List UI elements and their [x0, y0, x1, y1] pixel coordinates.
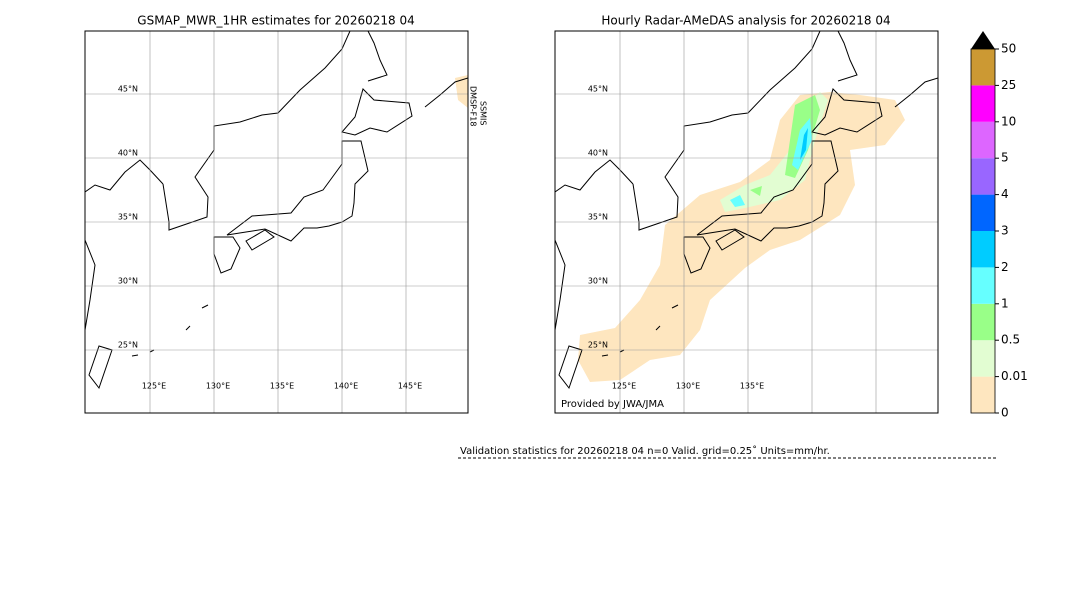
colorbar-label: 10 — [1001, 114, 1016, 128]
lon-label: 125°E — [142, 382, 166, 391]
lat-label: 45°N — [118, 85, 138, 94]
right-map-frame — [554, 30, 939, 414]
lat-label: 25°N — [588, 341, 608, 350]
left-map — [85, 31, 468, 413]
colorbar-label: 0.01 — [1001, 369, 1028, 383]
validation-text: Validation statistics for 20260218 04 n=… — [460, 445, 830, 457]
colorbar-label: 0.5 — [1001, 333, 1020, 347]
colorbar-segment — [971, 303, 995, 341]
lat-label: 40°N — [118, 149, 138, 158]
colorbar-segment — [971, 121, 995, 159]
colorbar: 0 0.01 0.5 1 2 3 4 5 10 25 50 — [970, 31, 1028, 420]
lat-label: 30°N — [588, 277, 608, 286]
sensor-name: SSMIS — [479, 101, 488, 126]
lat-label: 45°N — [588, 85, 608, 94]
left-map-frame — [84, 30, 469, 414]
lat-label: 35°N — [118, 213, 138, 222]
right-map — [555, 31, 938, 413]
lat-label: 35°N — [588, 213, 608, 222]
colorbar-segment — [971, 267, 995, 304]
credit: Provided by JWA/JMA — [561, 399, 664, 410]
colorbar-label: 3 — [1001, 224, 1009, 238]
colorbar-label: 2 — [1001, 260, 1009, 274]
lon-label: 140°E — [334, 382, 358, 391]
colorbar-label: 4 — [1001, 187, 1009, 201]
colorbar-segment — [971, 340, 995, 377]
lon-label: 135°E — [270, 382, 294, 391]
lon-label: 125°E — [612, 382, 636, 391]
colorbar-extension — [971, 31, 995, 49]
lon-label: 135°E — [740, 382, 764, 391]
colorbar-segment — [971, 85, 995, 122]
colorbar-label: 25 — [1001, 78, 1016, 92]
colorbar-segment — [971, 194, 995, 231]
right-map-title: Hourly Radar-AMeDAS analysis for 2026021… — [601, 14, 890, 28]
left-map-title: GSMAP_MWR_1HR estimates for 20260218 04 — [137, 14, 414, 28]
satellite-name: DMSP-F18 — [469, 86, 478, 126]
colorbar-segment — [971, 158, 995, 195]
colorbar-label: 0 — [1001, 406, 1009, 420]
colorbar-segment — [971, 376, 995, 413]
lon-label: 130°E — [676, 382, 700, 391]
colorbar-label: 50 — [1001, 42, 1016, 56]
lat-label: 25°N — [118, 341, 138, 350]
lon-label: 130°E — [206, 382, 230, 391]
lat-label: 30°N — [118, 277, 138, 286]
lat-label: 40°N — [588, 149, 608, 158]
colorbar-label: 5 — [1001, 151, 1009, 165]
colorbar-label: 1 — [1001, 296, 1009, 310]
colorbar-segment — [971, 49, 995, 86]
colorbar-segment — [971, 231, 995, 268]
lon-label: 145°E — [398, 382, 422, 391]
